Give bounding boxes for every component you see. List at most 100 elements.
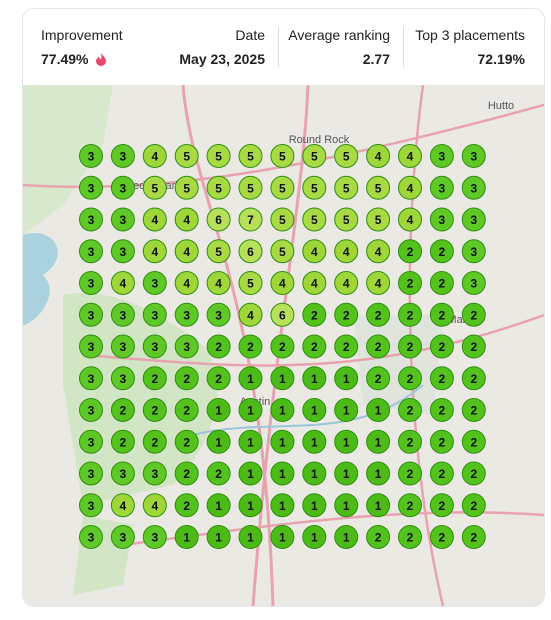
- rank-marker: [238, 334, 263, 359]
- rank-value: 2: [470, 499, 477, 513]
- rank-value: 3: [470, 245, 477, 259]
- rank-marker: [366, 429, 391, 454]
- rank-value: 1: [247, 435, 254, 449]
- rank-value: 1: [343, 531, 350, 545]
- rank-value: 2: [439, 277, 446, 291]
- rank-value: 3: [470, 181, 477, 195]
- rank-value: 2: [311, 308, 318, 322]
- rank-value: 2: [375, 308, 382, 322]
- rank-marker: [79, 461, 103, 486]
- rank-marker: [302, 429, 327, 454]
- rank-value: 3: [439, 181, 446, 195]
- rank-value: 2: [470, 404, 477, 418]
- rank-marker: [398, 302, 422, 327]
- rank-value: 4: [407, 150, 414, 164]
- rank-value: 1: [375, 404, 382, 418]
- rank-marker: [366, 271, 391, 295]
- rank-marker: [270, 239, 295, 264]
- rank-marker: [174, 398, 199, 422]
- rank-marker: [174, 239, 199, 264]
- rank-value: 4: [183, 213, 190, 227]
- rank-marker: [238, 366, 263, 391]
- rank-marker: [461, 334, 486, 359]
- rank-value: 2: [439, 435, 446, 449]
- water: [23, 233, 58, 325]
- rank-marker: [206, 271, 231, 295]
- rank-value: 3: [151, 531, 158, 545]
- map-label: Hutto: [488, 100, 514, 112]
- rank-value: 4: [343, 277, 350, 291]
- rank-value: 1: [215, 435, 222, 449]
- stat-label: Improvement: [41, 27, 123, 43]
- rank-marker: [429, 398, 454, 422]
- rank-marker: [302, 525, 327, 549]
- rank-marker: [142, 239, 167, 264]
- rank-marker: [79, 493, 103, 518]
- rank-marker: [302, 239, 327, 264]
- rank-marker: [334, 144, 359, 168]
- rank-value: 2: [343, 340, 350, 354]
- rank-value: 2: [215, 340, 222, 354]
- rank-marker: [110, 493, 135, 518]
- rank-value: 4: [311, 277, 318, 291]
- rank-value: 1: [279, 404, 286, 418]
- rank-value: 3: [88, 213, 95, 227]
- rank-value: 2: [439, 499, 446, 513]
- rank-value: 1: [311, 531, 318, 545]
- rank-marker: [270, 175, 295, 200]
- rank-value: 3: [151, 467, 158, 481]
- rank-marker: [366, 334, 391, 359]
- rank-value: 1: [279, 531, 286, 545]
- rank-marker: [110, 239, 135, 264]
- stat: Top 3 placements 72.19%: [415, 27, 525, 67]
- rank-value: 1: [247, 499, 254, 513]
- rank-marker: [206, 461, 231, 486]
- rank-marker: [461, 525, 486, 549]
- rank-marker: [79, 302, 103, 327]
- rank-value: 5: [311, 181, 318, 195]
- rank-marker: [334, 429, 359, 454]
- rank-value: 4: [375, 245, 382, 259]
- rank-value: 5: [215, 245, 222, 259]
- rank-value: 6: [279, 308, 286, 322]
- rank-value: 3: [120, 150, 127, 164]
- rank-value: 3: [88, 372, 95, 386]
- rank-value: 1: [375, 499, 382, 513]
- rank-value: 3: [151, 308, 158, 322]
- rank-value: 2: [183, 467, 190, 481]
- rank-value: 2: [183, 404, 190, 418]
- rank-marker: [302, 334, 327, 359]
- rank-marker: [461, 493, 486, 518]
- rank-marker: [142, 525, 167, 549]
- rank-value: 1: [183, 531, 190, 545]
- rank-marker: [174, 207, 199, 232]
- rank-marker: [206, 144, 231, 168]
- rank-value: 2: [407, 308, 414, 322]
- park-area: [23, 85, 113, 235]
- rank-value: 1: [311, 435, 318, 449]
- rank-marker: [302, 144, 327, 168]
- rank-value: 1: [311, 404, 318, 418]
- rank-value: 2: [470, 531, 477, 545]
- rank-marker: [302, 461, 327, 486]
- rank-value: 5: [183, 181, 190, 195]
- rank-value: 2: [120, 435, 127, 449]
- rank-value: 3: [88, 181, 95, 195]
- rank-marker: [206, 334, 231, 359]
- rank-marker: [238, 398, 263, 422]
- rank-marker: [429, 525, 454, 549]
- rank-marker: [398, 461, 422, 486]
- rank-marker: [366, 366, 391, 391]
- rank-value: 3: [439, 213, 446, 227]
- rank-value: 3: [88, 404, 95, 418]
- rank-marker: [429, 334, 454, 359]
- rank-value: 1: [279, 499, 286, 513]
- rank-value: 4: [151, 213, 158, 227]
- rank-value: 2: [470, 308, 477, 322]
- rank-marker: [142, 144, 167, 168]
- rank-value: 5: [279, 245, 286, 259]
- rank-value: 3: [120, 467, 127, 481]
- stat: Average ranking 2.77: [288, 27, 390, 67]
- rank-marker: [398, 525, 422, 549]
- rank-value: 3: [120, 531, 127, 545]
